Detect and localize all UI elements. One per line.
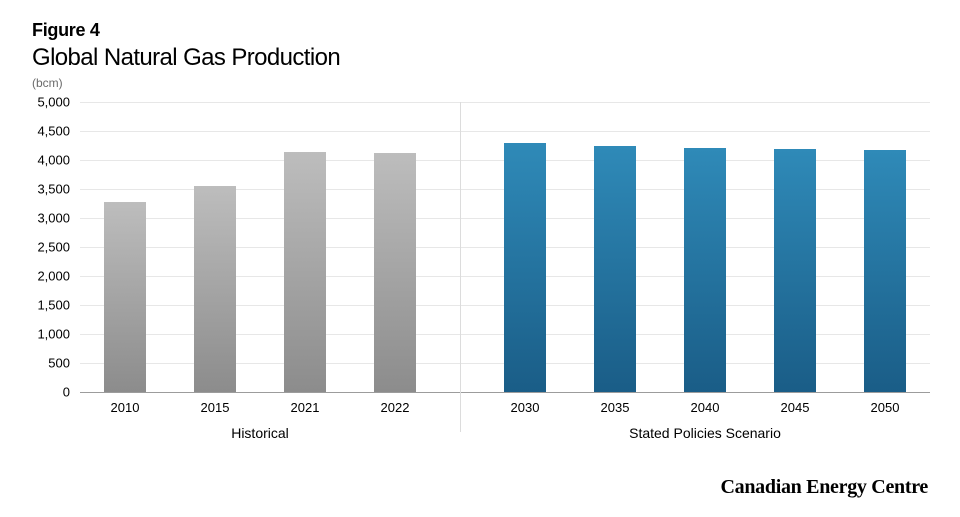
bar [774,149,816,392]
chart-unit: (bcm) [32,76,63,90]
y-tick-label: 4,500 [24,124,70,139]
y-tick-label: 4,000 [24,153,70,168]
y-tick-label: 3,000 [24,211,70,226]
y-tick-label: 2,000 [24,269,70,284]
bar [504,143,546,392]
gridline [80,131,930,132]
y-tick-label: 3,500 [24,182,70,197]
bar [104,202,146,392]
x-category-label: 2040 [691,400,720,415]
group-divider [460,102,461,432]
source-credit: Canadian Energy Centre [721,476,928,499]
bar [284,152,326,392]
bar [684,148,726,392]
gridline [80,102,930,103]
figure-number: Figure 4 [32,20,100,41]
figure-container: Figure 4 Global Natural Gas Production (… [0,0,960,517]
x-category-label: 2022 [381,400,410,415]
bar [864,150,906,392]
x-category-label: 2050 [871,400,900,415]
x-category-label: 2045 [781,400,810,415]
bar [374,153,416,392]
x-category-label: 2030 [511,400,540,415]
y-tick-label: 1,500 [24,298,70,313]
bar [594,146,636,393]
y-tick-label: 2,500 [24,240,70,255]
y-tick-label: 0 [24,385,70,400]
group-label: Stated Policies Scenario [629,425,781,441]
y-tick-label: 500 [24,356,70,371]
x-category-label: 2035 [601,400,630,415]
plot-area: 05001,0001,5002,0002,5003,0003,5004,0004… [80,102,930,392]
x-category-label: 2021 [291,400,320,415]
bar [194,186,236,392]
y-tick-label: 1,000 [24,327,70,342]
x-axis-line [80,392,930,393]
x-category-label: 2015 [201,400,230,415]
x-category-label: 2010 [111,400,140,415]
chart-title: Global Natural Gas Production [32,44,340,72]
group-label: Historical [231,425,289,441]
y-tick-label: 5,000 [24,95,70,110]
